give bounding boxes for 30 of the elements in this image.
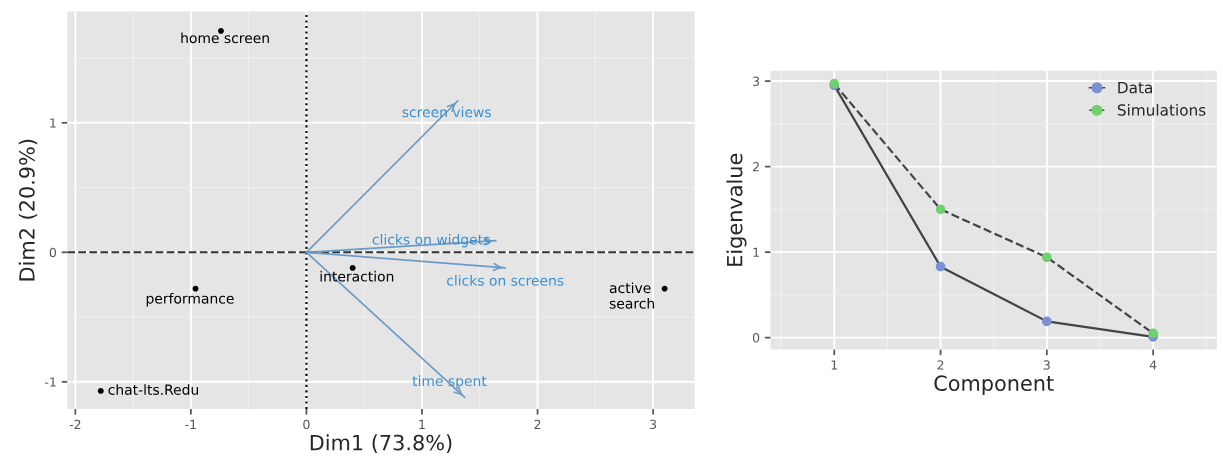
x-tick-label: 1 [831, 360, 838, 370]
y-tick-label: 0 [49, 247, 57, 258]
y-tick-label: 1 [50, 118, 56, 128]
x-tick-label: 1 [419, 419, 425, 429]
annotation: time spent [412, 375, 487, 389]
annotation: interaction [320, 270, 394, 282]
legend-label: Simulations [1117, 103, 1206, 116]
y-tick-label: 0 [752, 333, 760, 343]
annotation: chat-lts.Redu [108, 384, 199, 395]
x-axis-title: Dim1 (73.8%) [310, 434, 452, 453]
y-axis-title: Dim2 (20.9%) [18, 139, 38, 281]
y-tick-label: 1 [753, 247, 759, 257]
annotation: performance [146, 292, 234, 307]
x-tick-label: -2 [69, 419, 81, 429]
annotation: home screen [181, 32, 269, 44]
x-tick-label: 2 [534, 419, 541, 429]
x-tick-label: 2 [937, 360, 944, 370]
x-tick-label: 3 [1043, 360, 1050, 370]
x-tick-label: 0 [303, 419, 310, 430]
x-tick-label: 4 [1149, 360, 1157, 370]
y-tick-label: -1 [45, 377, 56, 387]
legend-label: Data [1118, 82, 1152, 94]
y-tick-label: 3 [753, 76, 760, 87]
x-tick-label: -1 [185, 419, 196, 429]
x-tick-label: 3 [650, 419, 657, 430]
annotation: active search [609, 282, 655, 309]
x-axis-title: Component [934, 375, 1054, 396]
y-tick-label: 2 [753, 162, 759, 172]
annotation: clicks on screens [447, 275, 564, 286]
y-axis-title: Eigenvalue [726, 153, 747, 266]
